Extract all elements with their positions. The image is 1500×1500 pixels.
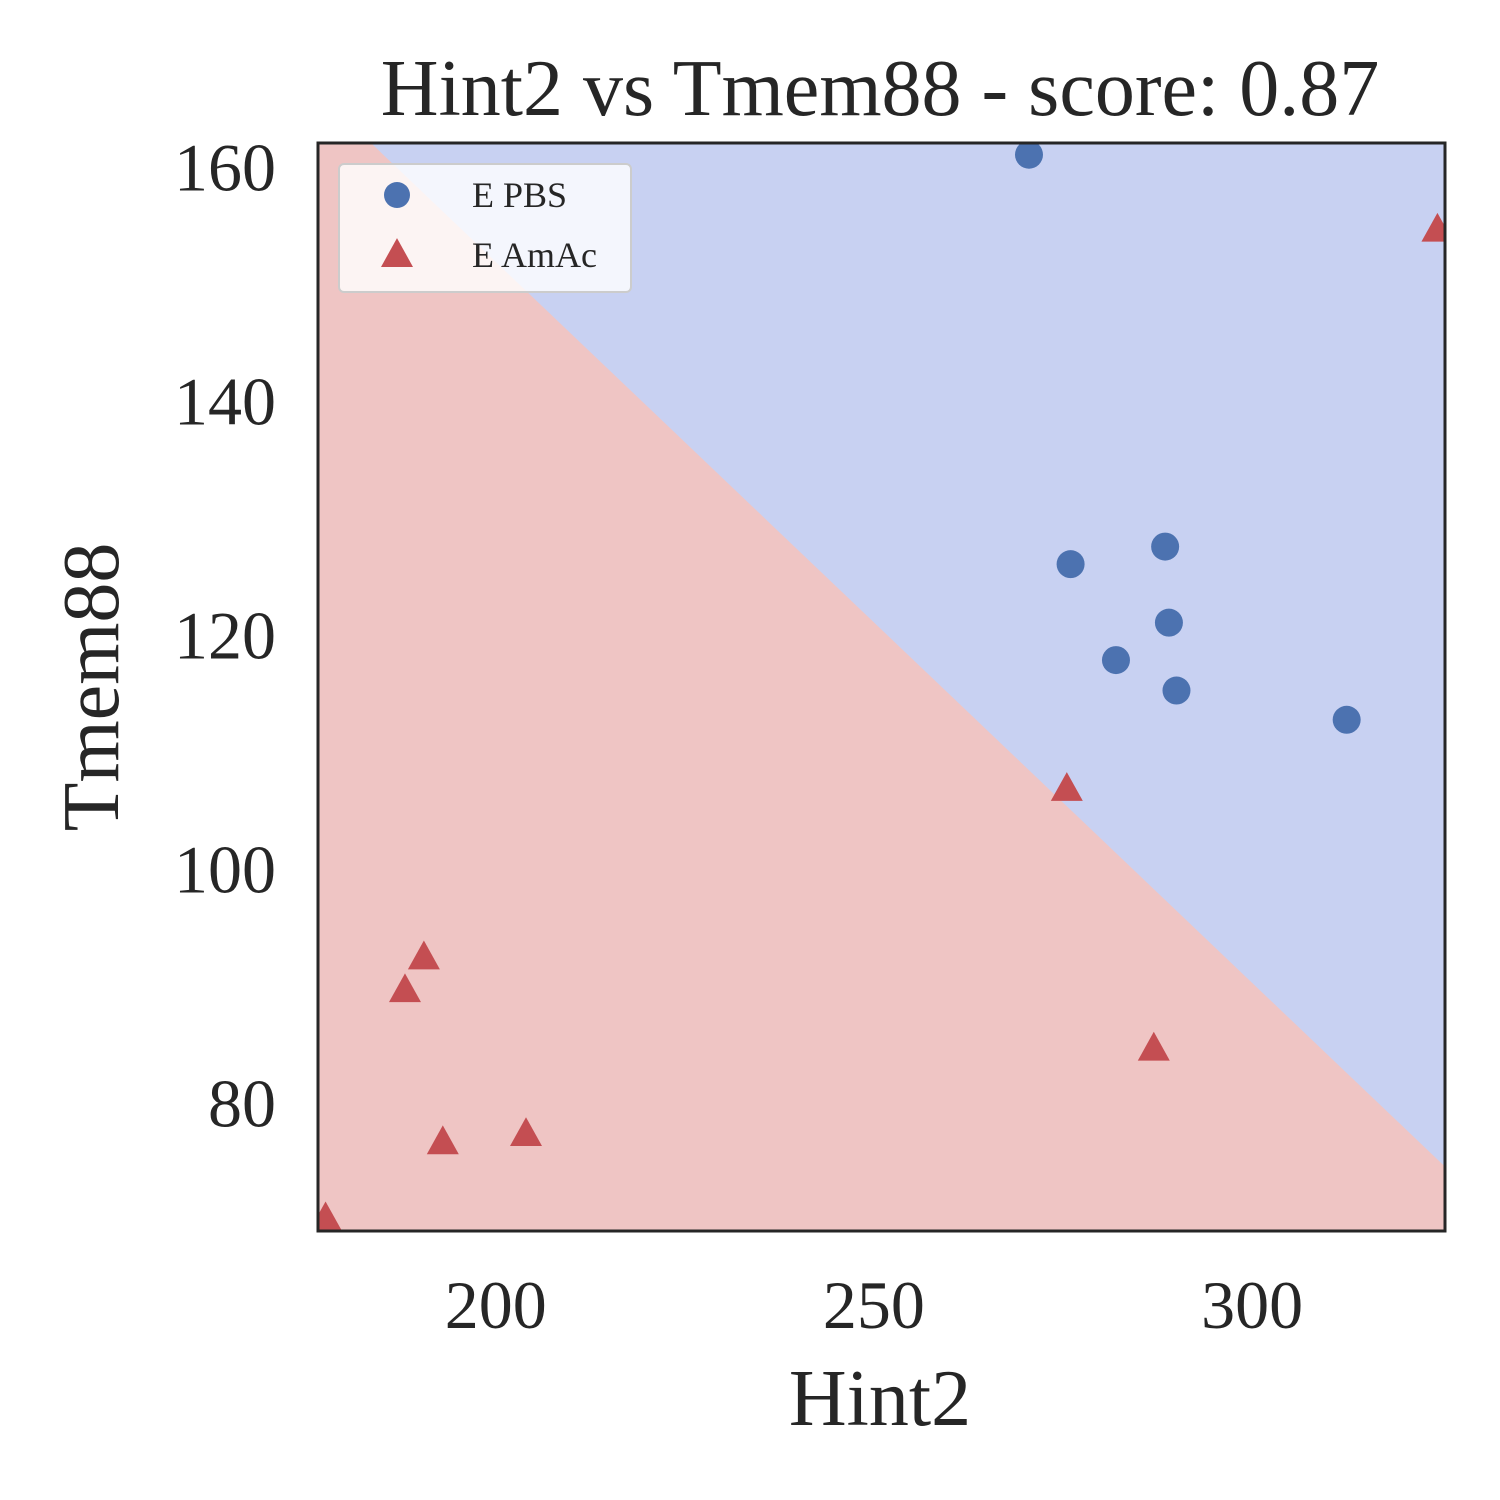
plot-area (318, 143, 1445, 1231)
legend-box (338, 163, 632, 293)
point-e-amac (1050, 772, 1083, 801)
legend-label-e-pbs: E PBS (472, 175, 567, 215)
y-tick-label: 140 (174, 363, 276, 439)
legend: E PBS E AmAc (338, 163, 632, 293)
point-e-pbs (1151, 532, 1180, 561)
y-tick-label: 120 (174, 597, 276, 673)
y-axis-label: Tmem88 (48, 543, 136, 832)
point-e-amac (318, 1201, 342, 1231)
point-e-amac (407, 940, 440, 970)
x-axis-label: Hint2 (789, 1355, 971, 1443)
y-tick-label: 160 (174, 129, 276, 205)
point-e-amac (388, 973, 421, 1003)
legend-marker-e-amac (381, 238, 413, 267)
data-points (318, 143, 1445, 1231)
x-tick-label: 300 (1201, 1267, 1303, 1343)
x-axis-ticks: 200 250 300 (445, 1267, 1303, 1343)
x-tick-label: 250 (823, 1267, 925, 1343)
point-e-pbs (1014, 143, 1043, 169)
point-e-amac (510, 1117, 543, 1147)
y-tick-label: 80 (208, 1065, 276, 1141)
point-e-amac (1137, 1031, 1170, 1061)
y-tick-label: 100 (174, 831, 276, 907)
point-e-amac (426, 1125, 459, 1155)
legend-marker-e-pbs (384, 182, 410, 208)
point-e-pbs (1162, 676, 1191, 705)
point-e-amac (1421, 212, 1445, 242)
decision-region-e-amac (318, 143, 1445, 1231)
point-e-pbs (1154, 608, 1183, 637)
y-axis-ticks: 80 100 120 140 160 (174, 129, 276, 1141)
point-e-pbs (1101, 646, 1130, 675)
point-e-pbs (1056, 550, 1085, 579)
x-tick-label: 200 (445, 1267, 547, 1343)
point-e-pbs (1332, 705, 1361, 734)
plot-frame (316, 141, 1447, 1233)
legend-label-e-amac: E AmAc (472, 235, 597, 275)
chart-title: Hint2 vs Tmem88 - score: 0.87 (381, 45, 1379, 133)
